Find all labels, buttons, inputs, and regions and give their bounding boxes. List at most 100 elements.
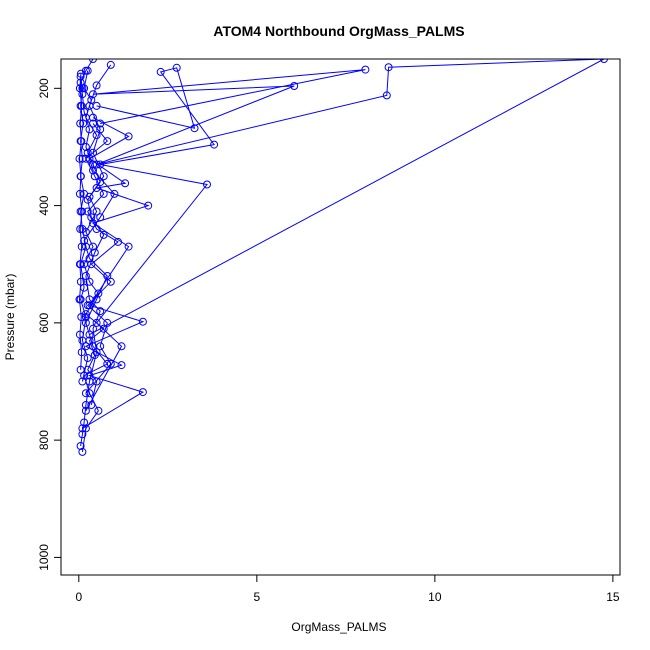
data-point: [117, 361, 126, 370]
data-point: [361, 65, 370, 74]
data-point: [89, 242, 97, 251]
data-point: [99, 172, 108, 181]
data-point: [190, 124, 199, 133]
data-point: [81, 143, 90, 151]
y-tick-label: 800: [37, 430, 51, 450]
data-point: [600, 59, 608, 63]
data-point: [124, 132, 133, 141]
data-point: [75, 84, 84, 93]
data-point: [85, 277, 94, 286]
data-point: [80, 418, 89, 427]
data-point: [92, 377, 101, 386]
data-point: [382, 91, 391, 100]
data-point: [76, 442, 85, 450]
data-point: [94, 289, 103, 298]
data-point: [121, 179, 130, 188]
data-point: [76, 365, 85, 374]
data-point: [75, 189, 84, 198]
data-point: [78, 84, 87, 93]
y-axis-label: Pressure (mbar): [3, 274, 17, 361]
data-point: [90, 172, 99, 181]
data-point: [138, 388, 147, 397]
data-point: [77, 242, 86, 251]
data-point: [89, 119, 97, 128]
data-point: [106, 60, 115, 69]
data-point: [92, 225, 101, 233]
data-point: [103, 318, 112, 327]
data-point: [172, 63, 181, 72]
data-point: [117, 342, 126, 351]
data-point: [76, 225, 85, 233]
x-tick-label: 0: [75, 590, 82, 604]
data-point: [85, 101, 94, 110]
data-point: [75, 295, 84, 304]
series-line-7: [83, 64, 112, 406]
series-line-8: [85, 123, 119, 394]
data-point: [75, 330, 84, 339]
data-point: [77, 101, 86, 110]
data-point: [81, 389, 90, 398]
data-point: [90, 351, 99, 360]
data-point: [83, 148, 92, 157]
data-point: [94, 406, 103, 415]
data-point: [85, 254, 94, 263]
chart-title: ATOM4 Northbound OrgMass_PALMS: [213, 23, 464, 39]
data-point: [83, 301, 92, 310]
data-point: [89, 166, 97, 175]
data-point: [156, 67, 165, 76]
data-point: [81, 406, 90, 415]
data-point: [144, 201, 153, 210]
data-point: [83, 354, 92, 362]
data-point: [76, 172, 85, 181]
data-point: [106, 359, 115, 368]
x-tick-label: 15: [606, 590, 620, 604]
data-point: [96, 342, 105, 351]
data-point: [106, 277, 115, 286]
y-tick-label: 400: [37, 195, 51, 215]
series-line-3: [82, 117, 150, 429]
data-point: [78, 447, 87, 456]
data-point: [114, 237, 122, 246]
y-tick-label: 600: [37, 313, 51, 333]
data-point: [87, 401, 96, 409]
data-point: [78, 430, 87, 439]
data-point: [76, 119, 85, 128]
data-point: [81, 154, 90, 163]
y-axis: 200 400 600 800 1000: [37, 78, 62, 571]
series-line-9: [78, 73, 83, 370]
series-line-4: [85, 67, 215, 412]
data-point: [76, 69, 85, 78]
data-point: [89, 219, 97, 228]
plot-region: [75, 59, 608, 456]
data-point: [77, 137, 86, 146]
data-point: [99, 324, 108, 333]
x-axis: 0 5 10 15: [75, 574, 620, 604]
x-axis-label: OrgMass_PALMS: [291, 620, 386, 634]
data-point: [85, 330, 94, 339]
data-point: [89, 148, 97, 157]
data-point: [124, 242, 133, 251]
data-point: [92, 318, 101, 327]
data-point: [81, 342, 90, 351]
x-tick-label: 5: [253, 590, 260, 604]
data-point: [96, 307, 105, 316]
y-tick-label: 200: [37, 78, 51, 98]
data-point: [85, 336, 94, 345]
y-tick-label: 1000: [37, 544, 51, 571]
data-point: [203, 180, 211, 189]
data-point: [89, 90, 97, 99]
data-point: [87, 96, 96, 104]
data-point: [110, 189, 119, 198]
data-point: [77, 313, 86, 321]
data-point: [83, 66, 92, 75]
data-point: [210, 140, 219, 149]
data-point: [75, 154, 84, 163]
plot-frame: [60, 58, 621, 576]
data-point: [78, 424, 87, 433]
data-point: [92, 81, 101, 90]
series-line-5: [89, 59, 605, 336]
data-point: [89, 59, 97, 63]
data-point: [99, 189, 108, 198]
data-point: [103, 137, 112, 146]
